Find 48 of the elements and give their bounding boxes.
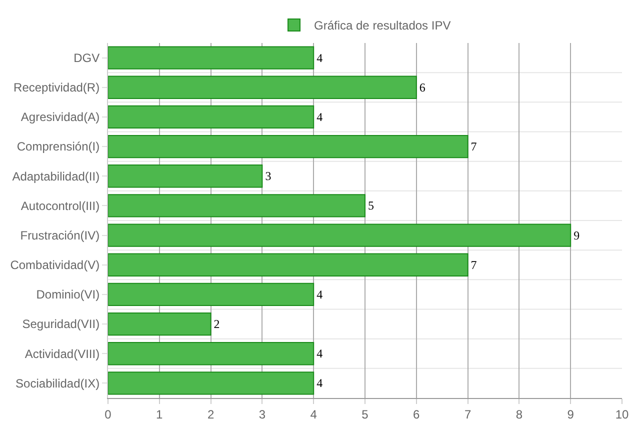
bar bbox=[108, 76, 417, 99]
data-label: 4 bbox=[316, 346, 323, 361]
y-tick-label: Dominio(VI) bbox=[36, 288, 100, 302]
y-tick-label: Comprensión(I) bbox=[16, 140, 100, 154]
data-label: 7 bbox=[470, 258, 477, 272]
y-tick-label: Sociabilidad(IX) bbox=[16, 376, 100, 390]
bar bbox=[108, 312, 212, 336]
x-tick-label: 8 bbox=[516, 407, 523, 422]
y-tick-label: Frustración(IV) bbox=[20, 228, 100, 242]
x-tick-label: 7 bbox=[464, 407, 472, 422]
y-tick-label: DGV bbox=[74, 50, 100, 65]
data-label: 3 bbox=[265, 169, 272, 184]
x-tick-label: 6 bbox=[413, 407, 420, 422]
data-label: 7 bbox=[470, 140, 477, 154]
data-label: 9 bbox=[574, 228, 580, 242]
data-label: 2 bbox=[214, 317, 220, 332]
x-tick-label: 4 bbox=[310, 407, 318, 422]
bar bbox=[108, 194, 366, 218]
legend-label: Gráfica de resultados IPV bbox=[314, 18, 451, 33]
data-label: 4 bbox=[316, 110, 323, 124]
bar bbox=[108, 105, 314, 129]
x-tick-label: 5 bbox=[362, 407, 369, 422]
x-tick-label: 3 bbox=[258, 407, 266, 422]
y-tick-label: Seguridad(VII) bbox=[22, 317, 100, 332]
x-tick-label: 0 bbox=[104, 407, 112, 422]
data-label: 6 bbox=[419, 80, 426, 94]
x-tick-label: 1 bbox=[156, 407, 164, 422]
x-tick-label: 10 bbox=[615, 407, 629, 422]
y-tick-label: Adaptabilidad(II) bbox=[12, 169, 100, 184]
y-tick-label: Autocontrol(III) bbox=[20, 198, 100, 213]
bar bbox=[108, 342, 314, 366]
y-tick-label: Combatividad(V) bbox=[10, 258, 100, 272]
data-label: 4 bbox=[316, 376, 323, 390]
data-label: 4 bbox=[316, 50, 323, 65]
bar bbox=[108, 253, 468, 276]
bar bbox=[108, 164, 263, 188]
bar bbox=[108, 372, 314, 395]
bar bbox=[108, 282, 314, 306]
bar bbox=[108, 134, 468, 158]
x-tick-label: 2 bbox=[207, 407, 214, 422]
y-tick-label: Actividad(VIII) bbox=[24, 346, 100, 361]
bar bbox=[108, 46, 314, 70]
y-tick-label: Receptividad(R) bbox=[14, 80, 100, 95]
data-label: 4 bbox=[316, 287, 323, 302]
data-label: 5 bbox=[368, 198, 374, 213]
x-tick-label: 9 bbox=[567, 407, 574, 422]
y-tick-label: Agresividad(A) bbox=[20, 110, 100, 124]
bar bbox=[108, 224, 572, 247]
